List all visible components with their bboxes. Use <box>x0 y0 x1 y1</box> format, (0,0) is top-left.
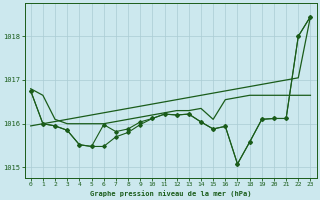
X-axis label: Graphe pression niveau de la mer (hPa): Graphe pression niveau de la mer (hPa) <box>90 190 251 197</box>
